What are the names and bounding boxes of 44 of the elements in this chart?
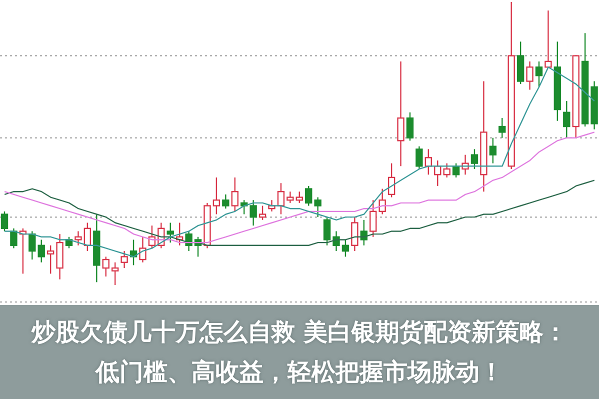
- candlestick: [185, 230, 192, 252]
- candlestick: [360, 219, 368, 246]
- candlestick: [102, 256, 110, 278]
- candlestick: [314, 196, 322, 218]
- candlestick: [489, 137, 497, 164]
- candlestick: [342, 239, 350, 258]
- candlestick: [258, 205, 266, 221]
- candlestick: [277, 182, 285, 215]
- candlestick: [38, 239, 45, 263]
- candlestick: [111, 262, 119, 285]
- candlestick: [222, 194, 230, 210]
- text: 炒股欠债几十万怎么自救 美白银期货配资新策略：低门槛、高收益，轻松把握市场脉动！: [30, 317, 569, 388]
- candlestick: [370, 200, 377, 238]
- candlestick: [296, 191, 303, 204]
- candlestick: [323, 216, 331, 246]
- candlestick: [563, 100, 570, 138]
- candlestick: [212, 176, 220, 215]
- candlestick: [74, 230, 82, 246]
- candlestick: [0, 210, 8, 232]
- candlestick: [424, 148, 432, 176]
- candlestick: [351, 216, 358, 252]
- candlestick: [286, 191, 294, 204]
- candlestick: [250, 200, 257, 226]
- candlestick: [378, 188, 386, 215]
- candlestick: [535, 60, 543, 88]
- candlestick: [470, 148, 478, 170]
- candlestick: [406, 112, 414, 142]
- candlestick: [544, 10, 552, 68]
- candlestick: [462, 154, 469, 176]
- candlestick: [305, 185, 312, 206]
- candlestick: [28, 230, 36, 260]
- candlestick: [46, 244, 54, 274]
- candlestick: [166, 222, 174, 244]
- candlestick: [443, 162, 450, 178]
- candlestick: [84, 222, 92, 252]
- candlestick: [388, 162, 396, 198]
- candlestick: [416, 146, 423, 170]
- candlestick: [10, 228, 18, 249]
- candlestick: [120, 250, 128, 269]
- candlestick: [397, 60, 404, 167]
- candlestick: [231, 176, 238, 212]
- candlestick: [139, 236, 146, 263]
- candlestick: [498, 117, 506, 138]
- candlestick: [526, 60, 534, 90]
